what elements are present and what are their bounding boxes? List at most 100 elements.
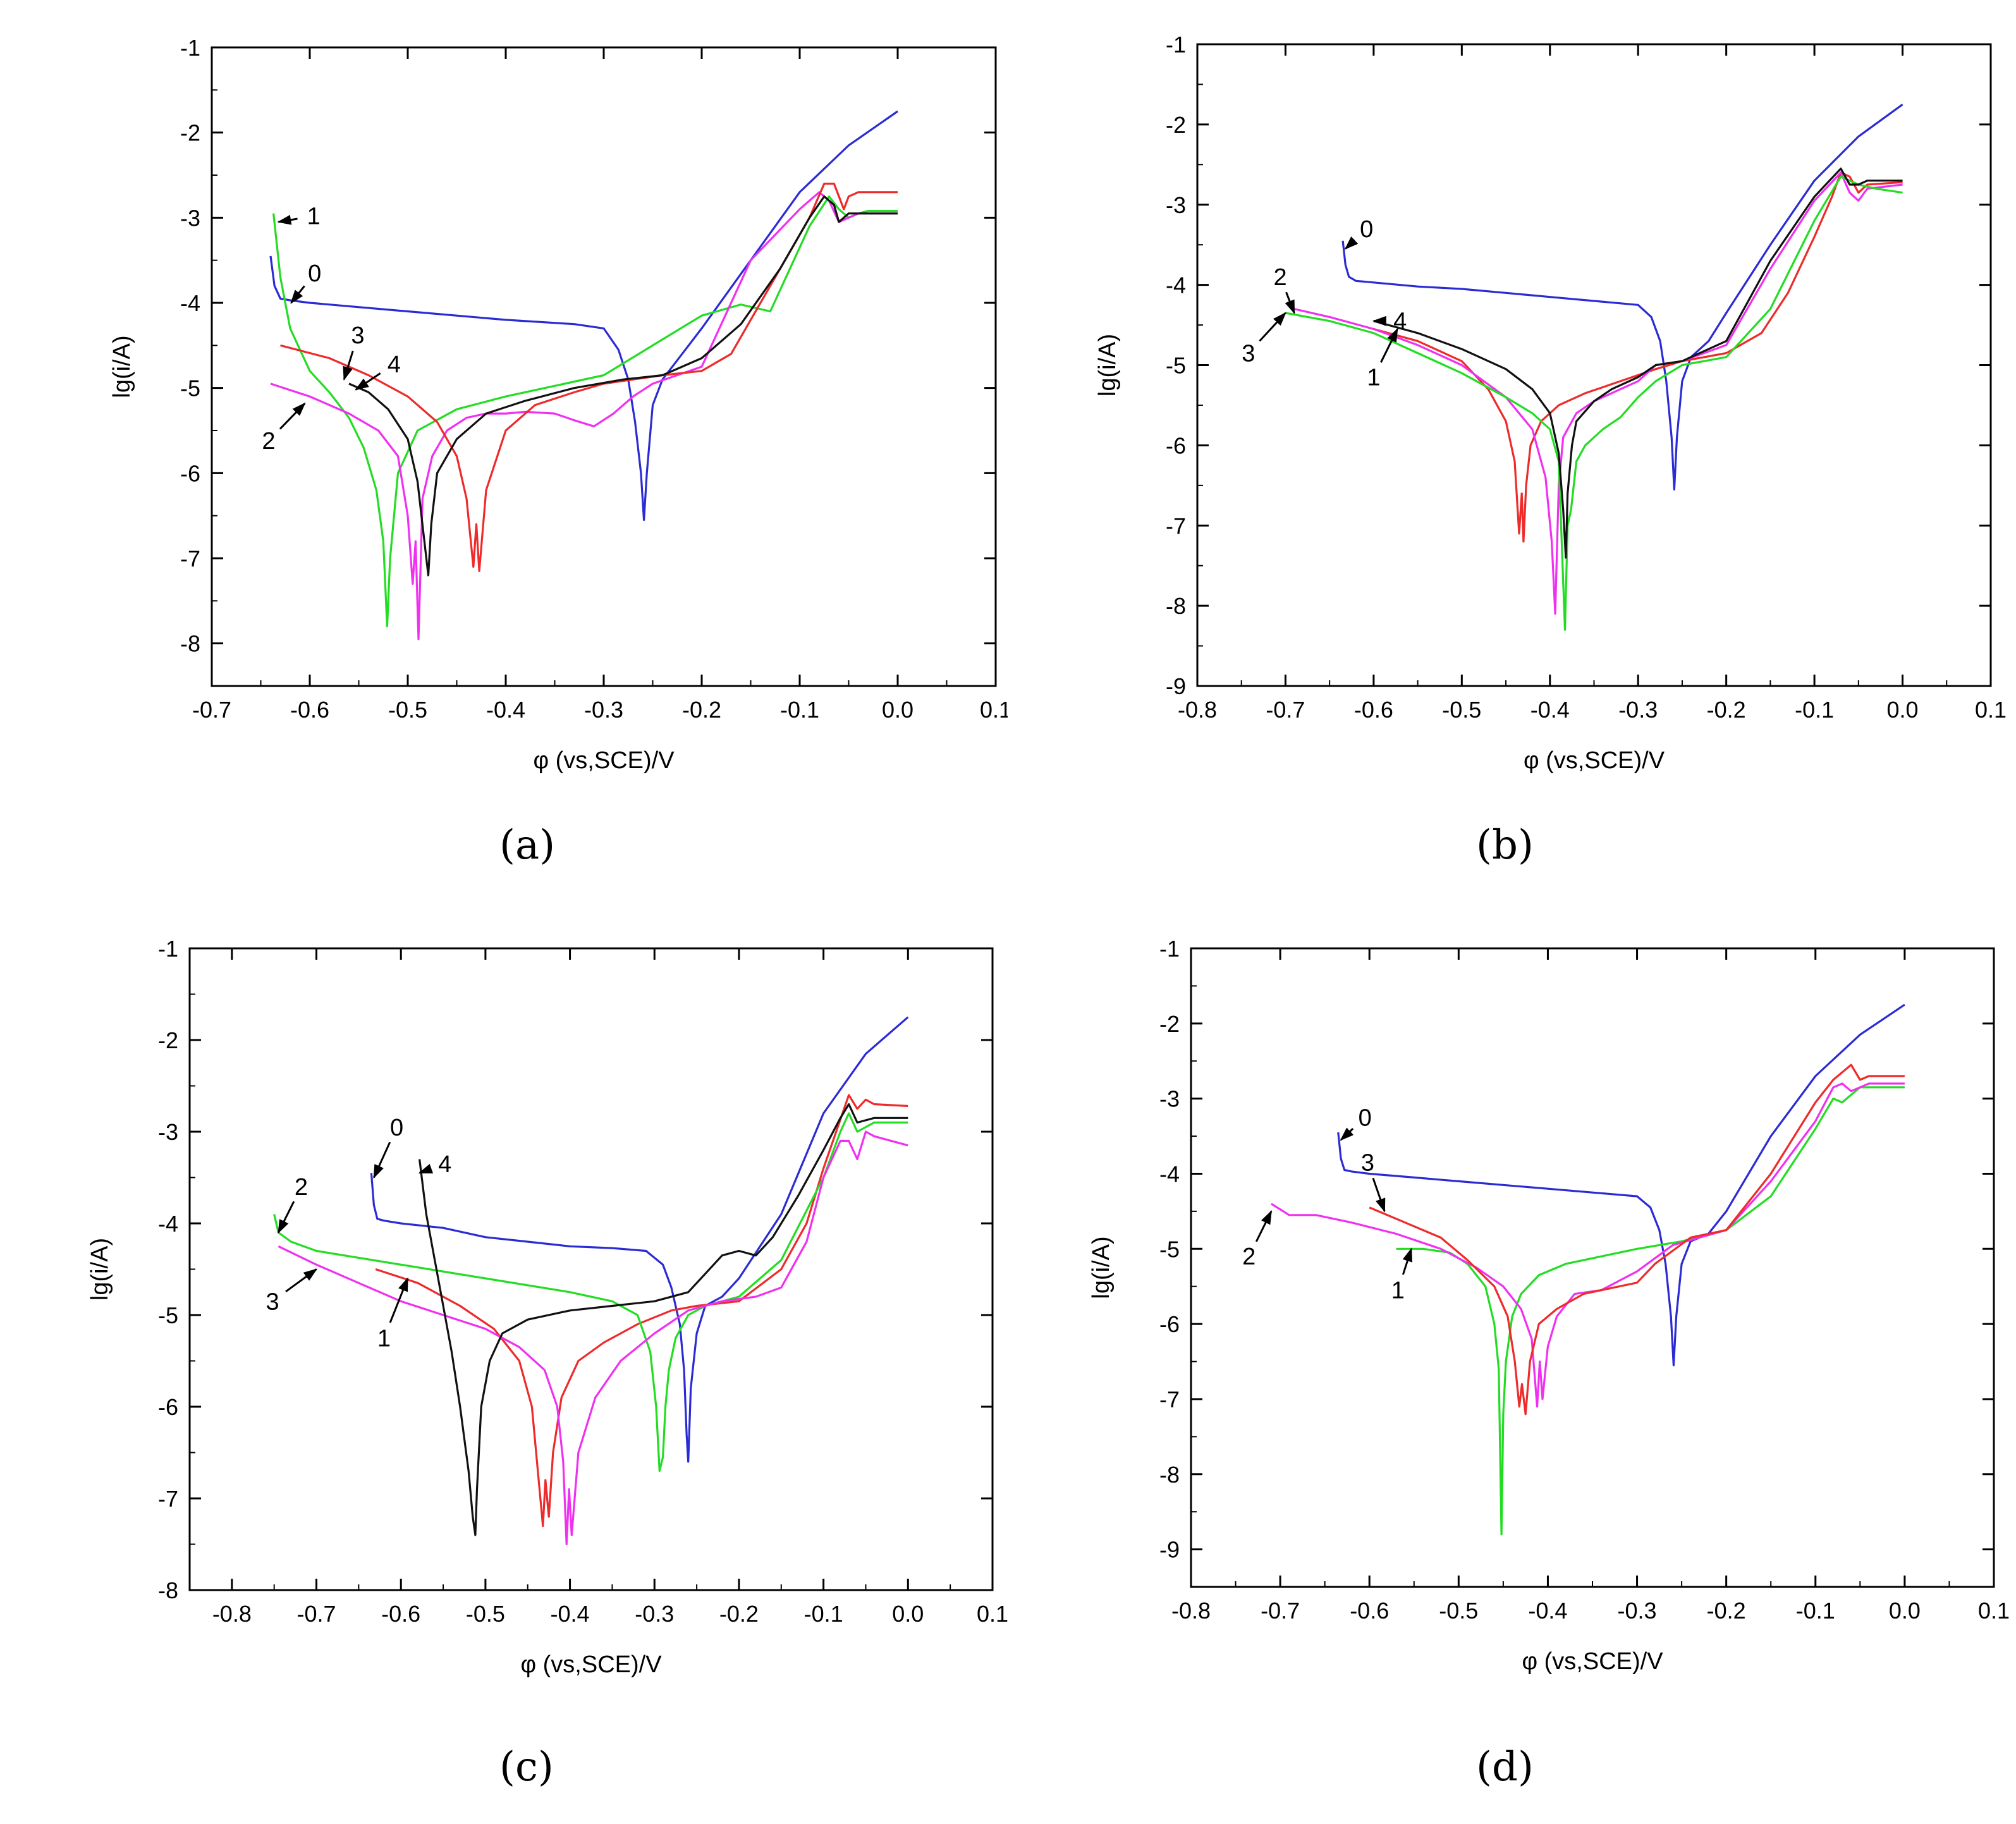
series-line-2 (1294, 171, 1903, 615)
x-tick-label: -0.5 (466, 1601, 505, 1627)
y-tick-label: -7 (1159, 1386, 1180, 1412)
x-tick-label: 0.1 (977, 1601, 1008, 1627)
x-tick-label: -0.7 (1266, 697, 1305, 723)
series-line-1 (272, 195, 898, 628)
callout-arrow (1344, 236, 1359, 250)
callout-label: 1 (1391, 1278, 1405, 1304)
y-tick-label: -6 (158, 1394, 178, 1420)
callout-label: 3 (1242, 340, 1255, 367)
x-tick-label: -0.6 (1354, 697, 1393, 723)
series-line-0 (370, 1016, 909, 1463)
y-tick-label: -9 (1166, 673, 1186, 699)
callout-arrow (1340, 1127, 1354, 1141)
panel-label-a: (a) (499, 822, 556, 869)
callout-label: 0 (1359, 1105, 1372, 1131)
y-tick-label: -2 (180, 120, 200, 146)
x-tick-label: -0.1 (1796, 1598, 1835, 1624)
x-tick-label: -0.4 (486, 697, 525, 723)
callout-arrow (279, 402, 306, 430)
chart-c: -0.8 -0.7 -0.6 -0.5 -0.4 -0.3 -0.2 -0.1 0.0 0.1 -8… (87, 936, 1008, 1678)
callout-label: 1 (307, 204, 321, 230)
y-tick-label: -9 (1159, 1537, 1180, 1563)
x-axis-title: φ (vs,SCE)/V (520, 1651, 662, 1678)
callout-arrow (418, 1163, 434, 1174)
y-tick-label: -2 (1166, 112, 1186, 138)
callout-label: 2 (1274, 264, 1287, 291)
x-tick-label: -0.8 (1178, 697, 1217, 723)
callout-label: 3 (351, 322, 364, 349)
y-tick-label: -3 (158, 1119, 178, 1145)
x-tick-label: -0.2 (1707, 1598, 1746, 1624)
x-tick-label: -0.3 (1618, 697, 1658, 723)
callout-label: 1 (377, 1325, 391, 1352)
y-tick-label: -8 (158, 1577, 178, 1603)
callout-arrow (1285, 291, 1295, 314)
callout-arrow (389, 1277, 409, 1323)
y-tick-label: -2 (1159, 1011, 1180, 1037)
x-tick-label: -0.1 (1795, 697, 1834, 723)
x-axis-title: φ (vs,SCE)/V (1524, 747, 1665, 774)
y-tick-label: -3 (180, 205, 200, 231)
x-tick-label: -0.3 (1618, 1598, 1657, 1624)
y-tick-label: -8 (180, 631, 200, 657)
x-tick-label: -0.7 (297, 1601, 336, 1627)
x-tick-label: -0.8 (212, 1601, 252, 1627)
series-line-0 (1341, 103, 1903, 491)
x-tick-label: -0.4 (1530, 697, 1570, 723)
x-tick-label: 0.0 (882, 697, 913, 723)
y-tick-label: -1 (180, 35, 200, 61)
callout-arrow (1402, 1247, 1412, 1275)
callout-arrow (373, 1141, 391, 1179)
callout-arrow (278, 1201, 295, 1234)
series-line-1 (375, 1094, 908, 1527)
x-tick-label: -0.6 (381, 1601, 420, 1627)
callout-label: 0 (1360, 216, 1373, 243)
callout-label: 1 (1367, 365, 1380, 391)
series-line-3 (280, 182, 898, 572)
x-tick-label: -0.2 (682, 697, 721, 723)
x-tick-label: -0.3 (584, 697, 623, 723)
x-tick-label: 0.0 (1889, 1598, 1921, 1624)
y-tick-label: -5 (1159, 1236, 1180, 1262)
y-tick-label: -7 (158, 1486, 178, 1512)
series-line-4 (348, 195, 898, 577)
x-tick-label: -0.8 (1171, 1598, 1211, 1624)
y-tick-label: -5 (1166, 353, 1186, 379)
x-tick-label: -0.2 (719, 1601, 759, 1627)
series-line-3 (1285, 175, 1903, 631)
series-line-2 (1271, 1082, 1905, 1408)
y-tick-label: -1 (1166, 32, 1186, 58)
callout-arrow (290, 285, 305, 304)
series-line-4 (418, 1103, 908, 1536)
callout-label: 0 (308, 260, 321, 287)
x-tick-label: -0.6 (290, 697, 329, 723)
x-tick-label: -0.4 (1528, 1598, 1567, 1624)
panel-label-b: (b) (1476, 822, 1534, 869)
callout-label: 0 (390, 1115, 403, 1141)
x-axis-title: φ (vs,SCE)/V (533, 747, 675, 774)
y-tick-label: -6 (1159, 1311, 1180, 1337)
series-line-1 (1373, 171, 1903, 543)
y-tick-label: -4 (158, 1211, 178, 1237)
callout-label: 4 (438, 1151, 451, 1178)
y-tick-label: -3 (1159, 1086, 1180, 1112)
x-tick-label: -0.5 (1439, 1598, 1478, 1624)
x-tick-label: -0.5 (1442, 697, 1481, 723)
y-tick-label: -1 (158, 936, 178, 962)
chart-d: -0.8 -0.7 -0.6 -0.5 -0.4 -0.3 -0.2 -0.1 0.0 0.1 -9… (1088, 936, 2010, 1675)
x-tick-label: -0.7 (1261, 1598, 1300, 1624)
plot-frame (211, 46, 997, 687)
callout-arrow (1255, 1210, 1273, 1242)
series-line-0 (269, 110, 898, 522)
y-axis-title: lg(i/A) (109, 335, 135, 398)
y-tick-label: -1 (1159, 936, 1180, 962)
y-tick-label: -5 (158, 1302, 178, 1328)
callout-arrow (285, 1268, 318, 1293)
x-axis-title: φ (vs,SCE)/V (1522, 1648, 1663, 1675)
x-tick-label: -0.6 (1350, 1598, 1389, 1624)
series-line-2 (273, 1112, 908, 1472)
series-line-2 (270, 191, 898, 640)
x-tick-label: -0.2 (1707, 697, 1746, 723)
callout-arrow (1380, 327, 1398, 363)
